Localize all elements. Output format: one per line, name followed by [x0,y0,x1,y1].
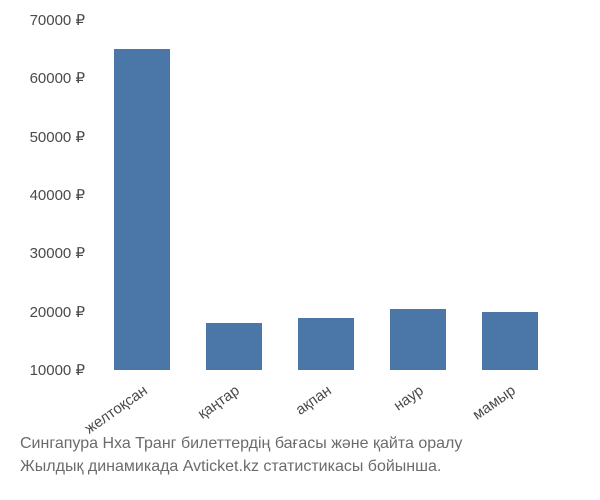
y-tick-label: 70000 ₽ [0,11,95,29]
y-tick-label: 50000 ₽ [0,128,95,146]
x-tick-label: наур [391,382,427,414]
y-tick-label: 40000 ₽ [0,186,95,204]
bar [482,312,537,370]
x-tick-label: мамыр [470,382,519,424]
bar [390,309,445,370]
bar [114,49,169,370]
plot-area [95,20,556,371]
x-tick-label: қаңтар [195,382,243,423]
caption-line-1: Сингапура Нха Транг билеттердің бағасы ж… [20,433,462,455]
x-tick-label: желтоқсан [82,382,151,437]
caption-line-2: Жылдық динамикада Avticket.kz статистика… [20,456,441,478]
bar [298,318,353,371]
x-tick-label: ақпан [293,382,335,419]
y-tick-label: 20000 ₽ [0,303,95,321]
y-tick-label: 60000 ₽ [0,69,95,87]
y-tick-label: 30000 ₽ [0,244,95,262]
chart-container: Сингапура Нха Транг билеттердің бағасы ж… [0,0,600,500]
y-tick-label: 10000 ₽ [0,361,95,379]
bar [206,323,261,370]
